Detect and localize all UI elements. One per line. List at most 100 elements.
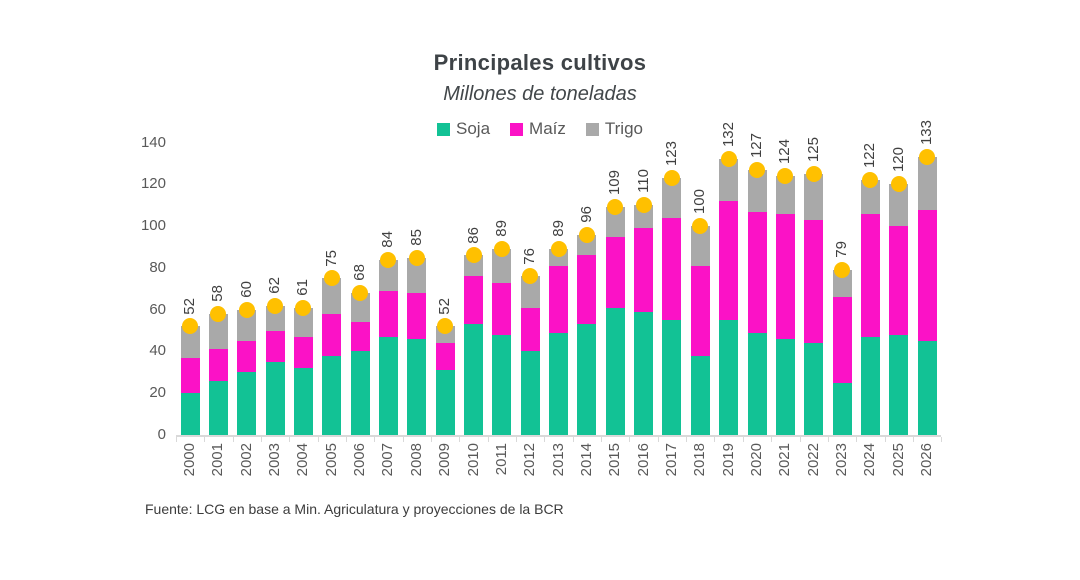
- total-marker-icon: [862, 172, 879, 189]
- maiz-segment: [889, 226, 909, 335]
- bar-2008: [407, 257, 427, 435]
- trigo-segment: [208, 313, 228, 350]
- total-marker-icon: [408, 249, 425, 266]
- soja-segment: [577, 324, 597, 435]
- x-axis-label: 2020: [748, 443, 765, 477]
- soja-segment: [208, 380, 228, 435]
- legend-label: Trigo: [604, 119, 643, 138]
- soja-segment: [917, 341, 937, 435]
- soja-segment: [832, 382, 852, 435]
- x-axis-label: 2000: [181, 443, 198, 477]
- total-marker-icon: [890, 176, 907, 193]
- trigo-segment: [180, 326, 200, 358]
- soja-segment: [464, 324, 483, 435]
- maiz-segment: [832, 297, 852, 383]
- maiz-segment: [407, 293, 427, 339]
- total-marker-icon: [522, 268, 539, 285]
- total-label: 58: [209, 285, 227, 302]
- bar-2021: [775, 176, 795, 435]
- total-label: 79: [833, 241, 851, 259]
- maiz-segment: [265, 330, 285, 362]
- chart-subtitle: Millones de toneladas: [443, 83, 637, 105]
- bar-2019: [719, 159, 739, 435]
- y-axis-label: 120: [140, 175, 166, 193]
- soja-segment: [492, 334, 512, 435]
- total-label: 75: [322, 249, 340, 267]
- trigo-segment: [747, 169, 767, 212]
- y-axis-label: 40: [149, 342, 166, 360]
- maiz-segment: [378, 290, 398, 337]
- soja-segment: [719, 320, 739, 435]
- total-label: 120: [889, 147, 907, 173]
- maiz-segment: [208, 349, 228, 381]
- x-axis-label: 2022: [804, 443, 822, 477]
- total-label: 52: [181, 297, 198, 315]
- total-marker-icon: [692, 218, 709, 235]
- bar-2022: [804, 174, 824, 435]
- maiz-segment: [322, 313, 342, 356]
- x-axis-label: 2021: [776, 443, 794, 477]
- maiz-segment: [605, 236, 625, 308]
- soja-segment: [690, 355, 710, 435]
- x-axis-label: 2011: [492, 443, 510, 476]
- trigo-segment: [492, 249, 512, 283]
- legend-label: Soja: [456, 119, 491, 138]
- soja-segment: [520, 351, 540, 435]
- x-axis-label: 2002: [237, 443, 255, 477]
- x-axis-tick: [714, 437, 716, 442]
- legend-item-trigo: Trigo: [585, 119, 643, 139]
- x-axis-tick: [601, 437, 603, 442]
- soja-segment: [265, 361, 285, 435]
- x-axis-label: 2017: [662, 443, 680, 477]
- maiz-segment: [662, 217, 682, 321]
- bar-2007: [378, 259, 398, 435]
- soja-segment: [378, 336, 398, 435]
- x-axis-tick: [289, 437, 291, 442]
- x-axis-tick: [629, 437, 631, 442]
- maiz-segment: [492, 282, 512, 335]
- soja-segment: [775, 338, 795, 435]
- legend-item-soja: Soja: [437, 119, 490, 139]
- total-label: 125: [804, 136, 822, 162]
- total-marker-icon: [919, 149, 936, 166]
- x-axis-tick: [799, 437, 801, 442]
- bar-2012: [520, 276, 540, 435]
- x-axis-label: 2009: [436, 443, 454, 477]
- x-axis-label: 2007: [379, 443, 397, 477]
- x-axis-tick: [459, 437, 461, 442]
- soja-segment: [549, 332, 569, 435]
- total-marker-icon: [550, 241, 567, 258]
- x-axis-tick: [516, 437, 518, 442]
- x-axis-tick: [175, 437, 177, 442]
- trigo-segment: [719, 159, 739, 202]
- y-axis-label: 60: [149, 300, 166, 318]
- trigo-segment: [860, 180, 880, 214]
- bar-2025: [889, 184, 909, 435]
- total-label: 109: [606, 170, 624, 196]
- maiz-segment: [577, 255, 597, 325]
- soja-segment: [180, 393, 200, 435]
- x-axis-label: 2023: [833, 443, 851, 477]
- maiz-segment: [520, 307, 540, 352]
- total-marker-icon: [720, 151, 737, 168]
- x-axis-label: 2012: [521, 443, 539, 477]
- x-axis-tick: [941, 437, 943, 442]
- total-label: 89: [492, 220, 510, 238]
- total-label: 133: [918, 120, 936, 146]
- x-axis-tick: [260, 437, 262, 442]
- bar-2001: [208, 313, 228, 435]
- x-axis-label: 2015: [606, 443, 624, 477]
- soja-segment: [407, 338, 427, 435]
- bar-2003: [265, 305, 285, 435]
- total-label: 127: [748, 132, 765, 158]
- chart-title: Principales cultivos: [433, 50, 647, 75]
- total-marker-icon: [749, 161, 765, 178]
- trigo-segment: [407, 257, 427, 294]
- bar-2023: [832, 270, 852, 435]
- legend-label: Maíz: [529, 119, 566, 138]
- total-label: 100: [691, 189, 709, 215]
- bar-2015: [605, 207, 625, 435]
- x-axis-tick: [827, 437, 829, 442]
- x-axis-tick: [771, 437, 773, 442]
